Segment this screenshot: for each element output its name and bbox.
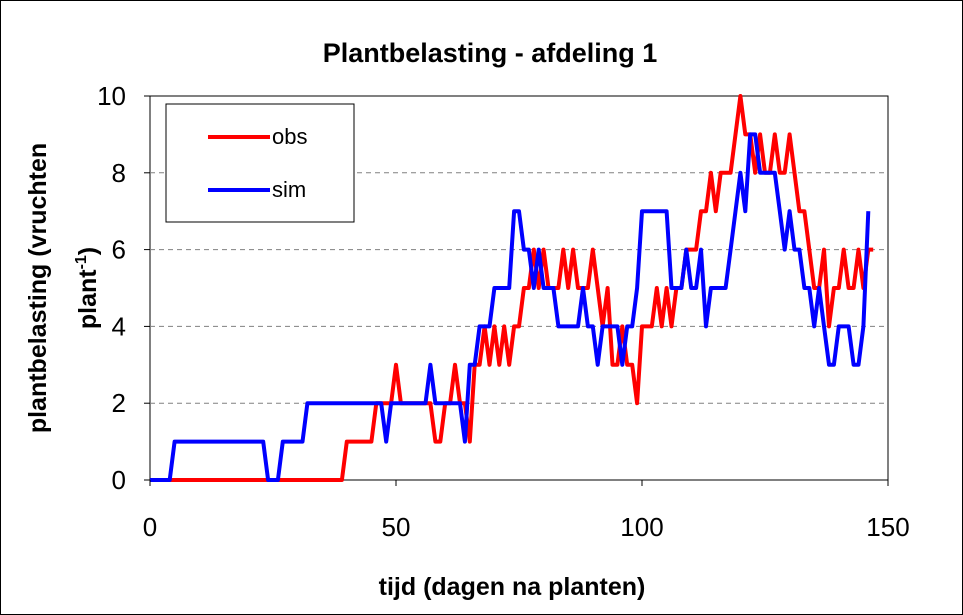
y-axis-label-second: plant-1) [73,247,102,329]
y-tick-label: 0 [112,465,126,495]
y-axis-label-plant: plant [74,269,102,329]
legend-box [165,103,355,223]
chart-title: Plantbelasting - afdeling 1 [323,38,658,68]
y-tick-label: 8 [112,158,126,188]
y-axis-label: plantbelasting (vruchten [24,143,52,433]
x-axis-label: tijd (dagen na planten) [379,573,646,601]
x-tick-label: 150 [866,512,909,542]
y-axis-label-exponent: -1 [73,255,90,269]
series-layer [150,94,874,482]
y-tick-label: 6 [112,235,126,265]
x-tick-label: 0 [143,512,157,542]
y-axis-label-line2: plant-1) [73,247,102,329]
y-tick-label: 10 [97,81,126,111]
y-tick-label: 2 [112,388,126,418]
y-axis-label-close: ) [74,247,102,255]
legend-label-obs: obs [272,124,307,149]
legend: obs sim [165,103,355,223]
y-tick-label: 4 [112,311,126,341]
x-tick-label: 50 [382,512,411,542]
legend-label-sim: sim [272,177,306,202]
y-axis-ticks: 0 2 4 6 8 10 [97,81,150,495]
x-tick-label: 100 [620,512,663,542]
series-line-sim [150,132,871,482]
x-axis-ticks: 0 50 100 150 [143,480,910,542]
y-axis-label-line1: plantbelasting (vruchten [24,143,52,433]
